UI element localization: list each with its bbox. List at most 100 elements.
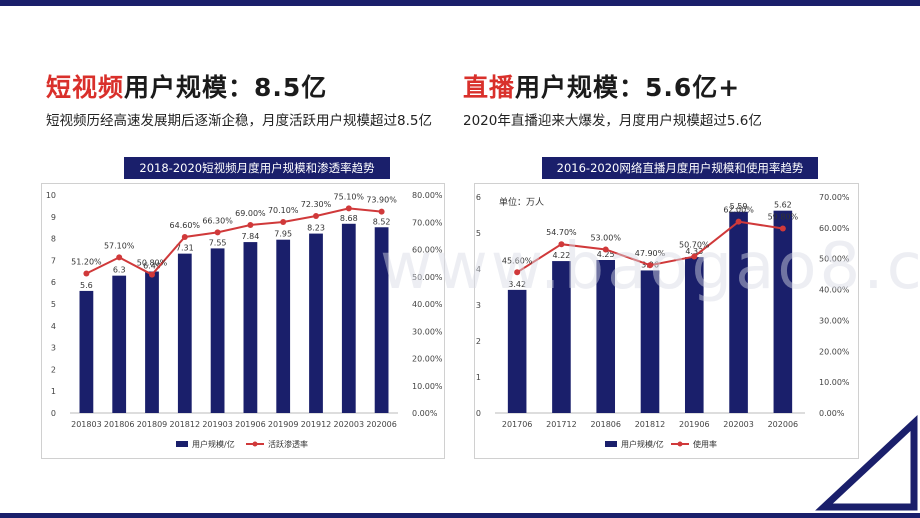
legend-line-label: 活跃渗透率 — [268, 439, 308, 449]
bar — [112, 275, 127, 413]
y-tick-label: 9 — [51, 213, 56, 222]
line-value-label: 47.90% — [635, 249, 666, 258]
unit-label: 单位：万人 — [499, 196, 544, 208]
y-tick-label: 6 — [51, 278, 56, 287]
line-value-label: 69.00% — [235, 209, 266, 218]
bar — [773, 210, 793, 413]
bar — [596, 260, 616, 413]
bar-value-label: 7.31 — [176, 244, 194, 253]
bar-value-label: 5.62 — [774, 201, 792, 210]
y-tick-label: 0 — [476, 409, 481, 418]
x-tick-label: 202003 — [334, 420, 365, 429]
right-chart-title: 2016-2020网络直播月度用户规模和使用率趋势 — [542, 157, 818, 179]
line-point — [214, 229, 221, 236]
right-heading-highlight: 直播 — [463, 73, 516, 102]
bar-value-label: 7.95 — [274, 230, 292, 239]
bar-value-label: 4.22 — [553, 251, 571, 260]
line-value-label: 57.10% — [104, 241, 135, 250]
line-value-label: 72.30% — [301, 200, 332, 209]
line-value-label: 50.80% — [137, 259, 168, 268]
bar — [276, 239, 291, 413]
bar-value-label: 5.6 — [80, 281, 93, 290]
x-tick-label: 201812 — [635, 420, 666, 429]
bar — [309, 233, 323, 413]
line-point — [181, 233, 188, 240]
y2-tick-label: 10.00% — [412, 382, 443, 391]
bar-value-label: 7.84 — [241, 232, 259, 241]
line-point — [83, 270, 90, 277]
x-tick-label: 201812 — [170, 420, 201, 429]
line-value-label: 54.70% — [546, 228, 577, 237]
right-subtitle: 2020年直播迎来大爆发，月度用户规模超过5.6亿 — [463, 113, 762, 129]
y2-tick-label: 0.00% — [819, 409, 845, 418]
y-tick-label: 2 — [476, 337, 481, 346]
top-accent-bar — [0, 0, 920, 6]
line-point — [345, 205, 352, 212]
right-chart-panel: 0 1 2 3 4 5 6 0.00% 10.00% 20.00% 30.00% 40.00% 50.0… — [474, 183, 859, 459]
legend-bar-swatch — [605, 441, 617, 447]
legend-line-label: 使用率 — [693, 439, 717, 449]
line-point — [602, 246, 609, 253]
y-tick-label: 4 — [476, 265, 481, 274]
y2-tick-label: 40.00% — [412, 300, 443, 309]
right-heading-rest: 用户规模：5.6亿+ — [515, 73, 741, 102]
y2-tick-label: 40.00% — [819, 286, 850, 295]
left-chart-panel: 0 1 2 3 4 5 6 7 8 9 10 0.00% 10.00% 20.00% 30.00% 40.00… — [41, 183, 445, 459]
y-tick-label: 3 — [476, 301, 481, 310]
bar — [640, 270, 660, 413]
y-tick-label: 1 — [476, 373, 481, 382]
y-tick-label: 5 — [476, 229, 481, 238]
x-tick-label: 201809 — [137, 420, 168, 429]
y-tick-label: 3 — [51, 344, 56, 353]
right-heading: 直播用户规模：5.6亿+ — [463, 68, 740, 104]
bar-value-label: 8.52 — [373, 217, 391, 226]
bar-value-label: 3.42 — [508, 280, 526, 289]
left-heading: 短视频用户规模：8.5亿 — [46, 68, 327, 104]
line-point — [514, 269, 521, 276]
right-chart-svg: 01234560.00%10.00%20.00%30.00%40.00%50.0… — [476, 193, 850, 449]
y2-tick-label: 20.00% — [412, 355, 443, 364]
line-point — [247, 221, 254, 228]
bar — [507, 289, 527, 413]
legend-line-marker — [677, 441, 683, 447]
y2-tick-label: 30.00% — [819, 316, 850, 325]
y-tick-label: 1 — [51, 387, 56, 396]
bar — [79, 290, 94, 413]
line-point — [558, 241, 565, 248]
line-series — [85, 207, 382, 276]
x-tick-label: 201806 — [104, 420, 135, 429]
y-tick-label: 7 — [51, 256, 56, 265]
bar-value-label: 7.55 — [209, 238, 227, 247]
y-tick-label: 6 — [476, 193, 481, 202]
line-value-label: 66.30% — [202, 216, 233, 225]
y2-tick-label: 70.00% — [819, 193, 850, 202]
line-point — [378, 208, 385, 215]
bar-value-label: 6.49 — [143, 262, 161, 271]
bar — [177, 253, 192, 413]
legend-bar-label: 用户规模/亿 — [621, 439, 664, 449]
x-tick-label: 201912 — [301, 420, 332, 429]
y2-tick-label: 60.00% — [819, 224, 850, 233]
bar — [552, 261, 571, 413]
left-subtitle: 短视频历经高速发展期后逐渐企稳，月度活跃用户规模超过8.5亿 — [46, 113, 432, 129]
left-heading-highlight: 短视频 — [46, 73, 125, 102]
legend-line-marker — [252, 441, 258, 447]
line-value-label: 75.10% — [334, 192, 365, 201]
line-point — [779, 225, 786, 232]
x-tick-label: 201803 — [71, 420, 102, 429]
line-value-label: 50.70% — [679, 241, 710, 250]
x-tick-label: 201906 — [679, 420, 710, 429]
y-tick-label: 2 — [51, 365, 56, 374]
line-value-label: 51.20% — [71, 257, 102, 266]
left-chart-title: 2018-2020短视频月度用户规模和渗透率趋势 — [124, 157, 390, 179]
line-value-label: 73.90% — [366, 196, 397, 205]
line-value-label: 62.00% — [723, 206, 754, 215]
bar — [684, 257, 704, 413]
x-tick-label: 201712 — [546, 420, 577, 429]
y2-tick-label: 50.00% — [819, 255, 850, 264]
legend-bar-swatch — [176, 441, 188, 447]
x-tick-label: 201903 — [202, 420, 233, 429]
y2-tick-label: 70.00% — [412, 218, 443, 227]
bar — [374, 227, 389, 413]
corner-triangle-decoration — [815, 414, 918, 511]
